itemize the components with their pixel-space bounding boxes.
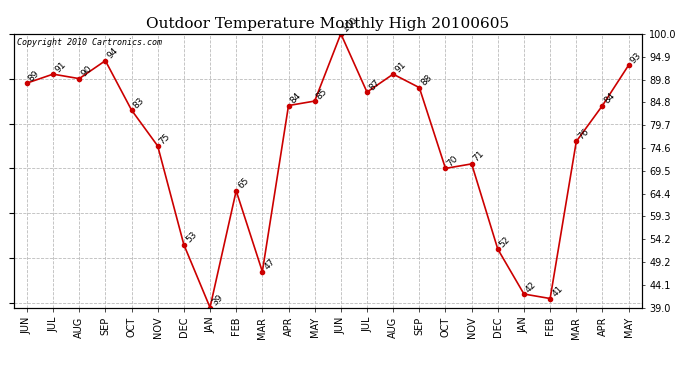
Text: 76: 76 [576, 127, 591, 141]
Text: 88: 88 [420, 73, 434, 88]
Text: 93: 93 [629, 51, 643, 65]
Text: 91: 91 [393, 60, 408, 74]
Text: 70: 70 [446, 154, 460, 168]
Text: 52: 52 [497, 235, 512, 249]
Text: 75: 75 [158, 132, 172, 146]
Text: 39: 39 [210, 293, 224, 308]
Text: 91: 91 [53, 60, 68, 74]
Text: 85: 85 [315, 87, 329, 101]
Text: 47: 47 [262, 257, 277, 272]
Text: 90: 90 [79, 64, 94, 79]
Title: Outdoor Temperature Monthly High 20100605: Outdoor Temperature Monthly High 2010060… [146, 17, 509, 31]
Text: 94: 94 [106, 46, 120, 61]
Text: 65: 65 [236, 176, 250, 191]
Text: 83: 83 [132, 96, 146, 110]
Text: 53: 53 [184, 230, 198, 244]
Text: 71: 71 [472, 149, 486, 164]
Text: 41: 41 [550, 284, 564, 298]
Text: 42: 42 [524, 280, 538, 294]
Text: Copyright 2010 Cartronics.com: Copyright 2010 Cartronics.com [17, 38, 162, 47]
Text: 84: 84 [602, 91, 617, 105]
Text: 87: 87 [367, 78, 382, 92]
Text: 89: 89 [27, 69, 41, 83]
Text: 84: 84 [288, 91, 303, 105]
Text: 100: 100 [341, 15, 359, 34]
